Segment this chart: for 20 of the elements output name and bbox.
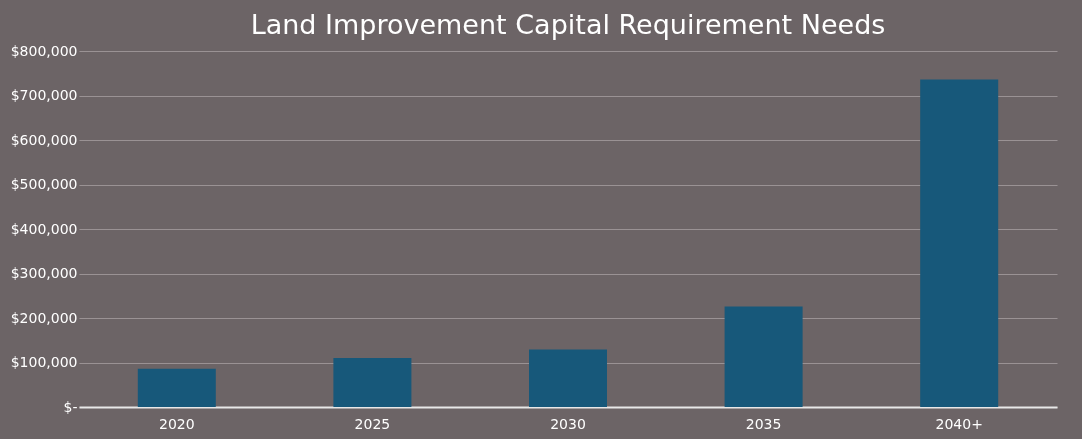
y-tick-label: $100,000	[10, 354, 78, 370]
bar	[920, 79, 999, 407]
y-tick-label: $800,000	[10, 42, 78, 59]
x-tick-label: 2030	[550, 415, 586, 432]
y-tick-label: $600,000	[10, 131, 78, 148]
bar	[724, 306, 803, 407]
x-tick-label: 2035	[745, 415, 782, 432]
bar	[137, 368, 216, 407]
x-tick-label: 2040+	[935, 415, 983, 432]
x-tick-label: 2025	[354, 415, 391, 432]
x-tick-label: 2020	[158, 415, 195, 432]
bar	[529, 349, 607, 407]
chart-title: Land Improvement Capital Requirement Needs	[250, 9, 886, 40]
bar	[333, 358, 412, 407]
y-tick-label: $300,000	[10, 265, 78, 281]
y-tick-label: $400,000	[10, 220, 78, 237]
y-tick-label: $-	[63, 398, 78, 415]
y-tick-label: $500,000	[10, 176, 78, 192]
y-tick-label: $200,000	[10, 309, 78, 326]
y-tick-label: $700,000	[10, 87, 78, 103]
